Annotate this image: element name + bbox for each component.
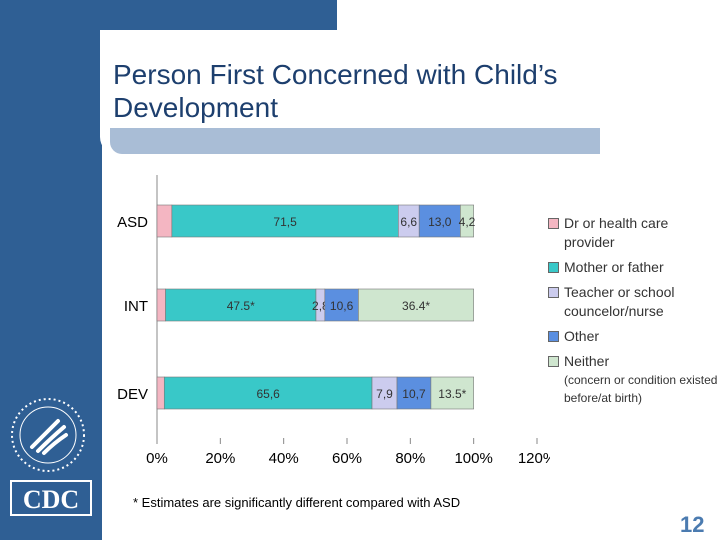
- legend-item-other: Other: [548, 327, 718, 346]
- data-label: 13.5*: [438, 387, 466, 401]
- legend-label-parent: Mother or father: [564, 259, 664, 275]
- bar-parent: [163, 376, 373, 410]
- bar-other: [396, 376, 432, 410]
- data-label: 10,6: [330, 299, 354, 313]
- category-label: INT: [124, 298, 148, 315]
- legend-label-teacher: Teacher or school councelor/nurse: [564, 284, 675, 319]
- legend-sublabel-neither: (concern or condition existed before/at …: [564, 373, 718, 405]
- x-tick-label: 100%: [454, 450, 492, 467]
- x-tick-label: 120%: [518, 450, 550, 467]
- hhs-seal-icon: [11, 398, 85, 472]
- data-label: 65,6: [256, 387, 280, 401]
- x-tick-label: 40%: [269, 450, 299, 467]
- data-label: 71,5: [273, 215, 297, 229]
- chart-legend: Dr or health care provider Mother or fat…: [548, 214, 718, 413]
- bar-dr: [156, 288, 166, 322]
- sidebar-band: [0, 0, 102, 540]
- category-label: DEV: [117, 386, 148, 403]
- cdc-logo-text: CDC: [23, 485, 79, 514]
- legend-item-teacher: Teacher or school councelor/nurse: [548, 283, 718, 321]
- data-label: 6,6: [400, 215, 417, 229]
- legend-label-neither: Neither: [564, 353, 610, 369]
- stacked-bar-chart: ASD4,771,56,613,04,2INT2,747.5*2,810,636…: [117, 175, 550, 467]
- legend-swatch-other: [548, 331, 559, 342]
- legend-label-dr: Dr or health care provider: [564, 215, 669, 250]
- data-label: 7,9: [376, 387, 393, 401]
- data-label: 47.5*: [227, 299, 255, 313]
- title-underline-bar: [110, 128, 600, 154]
- bar-dr: [156, 376, 165, 410]
- category-label: ASD: [117, 214, 148, 231]
- slide-title: Person First Concerned with Child’s Deve…: [113, 58, 673, 124]
- bar-parent: [165, 288, 317, 322]
- x-tick-label: 20%: [205, 450, 235, 467]
- legend-item-dr: Dr or health care provider: [548, 214, 718, 252]
- x-tick-label: 80%: [395, 450, 425, 467]
- slide-title-line1: Person First Concerned with Child’s: [113, 59, 558, 90]
- bar-other: [418, 204, 461, 238]
- top-band: [102, 0, 337, 30]
- bar-neither: [460, 204, 474, 238]
- legend-item-neither: Neither (concern or condition existed be…: [548, 352, 718, 407]
- legend-swatch-parent: [548, 262, 559, 273]
- bar-neither: [358, 288, 474, 322]
- x-tick-label: 60%: [332, 450, 362, 467]
- legend-item-parent: Mother or father: [548, 258, 718, 277]
- page-number: 12: [680, 512, 705, 537]
- footnote: * Estimates are significantly different …: [133, 495, 461, 510]
- bar-parent: [171, 204, 399, 238]
- data-label: 13,0: [428, 215, 452, 229]
- x-tick-label: 0%: [146, 450, 168, 467]
- data-label: 10,7: [402, 387, 426, 401]
- bar-other: [324, 288, 359, 322]
- data-label: 36.4*: [402, 299, 430, 313]
- legend-swatch-teacher: [548, 287, 559, 298]
- bar-teacher: [371, 376, 398, 410]
- cdc-logo: CDC: [10, 480, 92, 516]
- bar-dr: [156, 204, 173, 238]
- legend-swatch-neither: [548, 356, 559, 367]
- legend-label-other: Other: [564, 328, 600, 344]
- bar-neither: [430, 376, 474, 410]
- data-label: 4,2: [459, 215, 476, 229]
- slide-title-line2: Development: [113, 92, 278, 123]
- legend-swatch-dr: [548, 218, 559, 229]
